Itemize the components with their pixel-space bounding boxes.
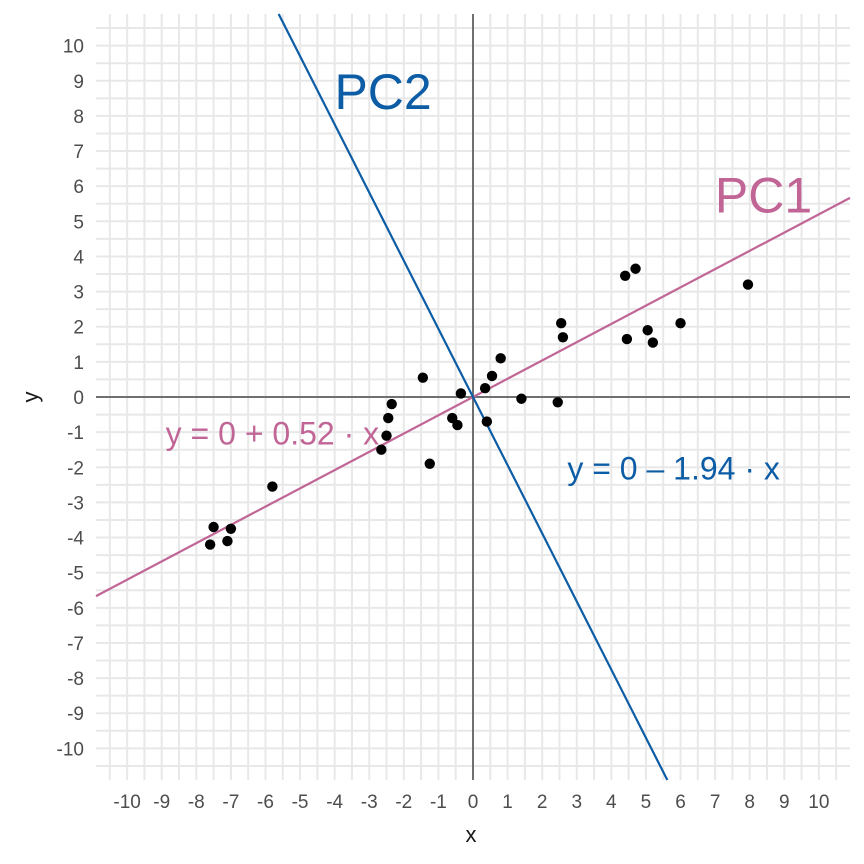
data-point: [208, 521, 219, 533]
y-tick-label: 6: [73, 177, 84, 198]
y-tick-label: -8: [67, 669, 84, 690]
y-tick-label: 0: [73, 388, 84, 409]
data-point: [267, 481, 278, 492]
x-tick-label: -2: [395, 792, 412, 813]
y-tick-label: -6: [67, 599, 84, 620]
y-tick-label: -7: [67, 634, 84, 655]
x-tick-label: 9: [779, 792, 790, 813]
data-point: [552, 397, 563, 408]
pc1-label: PC1: [715, 168, 812, 224]
data-point: [452, 419, 463, 431]
y-tick-label: -9: [67, 704, 84, 725]
x-tick-label: -8: [188, 792, 205, 813]
data-point: [742, 279, 754, 290]
data-point: [621, 333, 633, 345]
data-point: [386, 398, 397, 410]
x-axis-title: x: [466, 822, 477, 847]
y-tick-label: 1: [73, 353, 84, 374]
y-tick-label: 2: [73, 318, 84, 339]
x-tick-label: -3: [361, 792, 378, 813]
x-tick-label: 4: [606, 792, 617, 813]
y-tick-label: -10: [57, 739, 84, 760]
data-point: [481, 416, 493, 427]
pc1-equation: y = 0 + 0.52 · x: [166, 415, 379, 451]
x-tick-label: -10: [113, 792, 140, 813]
data-point: [424, 458, 435, 469]
principal-component-lines: [95, 13, 851, 781]
x-tick-label: 10: [808, 792, 829, 813]
y-tick-label: -2: [67, 458, 84, 479]
x-tick-label: 6: [675, 792, 686, 813]
data-point: [225, 523, 237, 534]
data-point: [619, 270, 631, 281]
data-point: [630, 263, 641, 274]
x-tick-label: -9: [153, 792, 170, 813]
y-tick-label: 7: [73, 142, 84, 163]
data-point: [516, 393, 527, 404]
data-point: [381, 430, 392, 441]
x-tick-label: -4: [326, 792, 343, 813]
data-point: [376, 444, 387, 455]
y-tick-label: 5: [73, 212, 84, 233]
pc-line-pc2: [277, 13, 669, 781]
data-point: [555, 318, 567, 329]
y-tick-label: -4: [67, 529, 84, 550]
data-point: [557, 332, 569, 343]
data-point: [204, 539, 216, 550]
data-point: [675, 318, 686, 329]
y-tick-label: 8: [73, 107, 84, 128]
y-tick-label: -3: [67, 493, 84, 514]
data-points: [204, 263, 754, 550]
x-tick-label: 1: [502, 792, 513, 813]
data-point: [486, 370, 498, 382]
data-point: [642, 325, 653, 336]
y-tick-label: -5: [67, 564, 84, 585]
x-tick-label: 7: [710, 792, 721, 813]
x-tick-label: 5: [641, 792, 652, 813]
x-tick-label: 2: [537, 792, 548, 813]
y-tick-label: 4: [73, 247, 84, 268]
pc2-equation: y = 0 – 1.94 · x: [567, 451, 780, 487]
x-tick-label: -7: [222, 792, 239, 813]
x-tick-label: 3: [571, 792, 582, 813]
data-point: [479, 383, 491, 394]
y-tick-label: 9: [73, 72, 84, 93]
y-tick-label: 3: [73, 283, 84, 304]
y-tick-label: 10: [63, 37, 84, 58]
x-axis-ticks: -10 -9 -8 -7 -6 -5 -4 -3 -2 -1 0 1 2 3 4 5 6 7 8 9 10: [113, 792, 829, 813]
x-tick-label: 0: [468, 792, 479, 813]
data-point: [455, 388, 467, 399]
pc2-label: PC2: [334, 64, 431, 120]
data-point: [647, 337, 659, 348]
data-point: [383, 412, 394, 424]
data-point: [495, 353, 506, 364]
annotations: PC1 PC2 y = 0 + 0.52 · x y = 0 – 1.94 · …: [166, 64, 812, 487]
x-tick-label: -5: [292, 792, 309, 813]
data-point: [222, 535, 233, 547]
x-tick-label: -6: [257, 792, 274, 813]
data-point: [417, 372, 429, 383]
x-tick-label: -1: [430, 792, 447, 813]
y-tick-label: -1: [67, 423, 84, 444]
y-axis-title: y: [18, 392, 43, 403]
x-tick-label: 8: [744, 792, 755, 813]
